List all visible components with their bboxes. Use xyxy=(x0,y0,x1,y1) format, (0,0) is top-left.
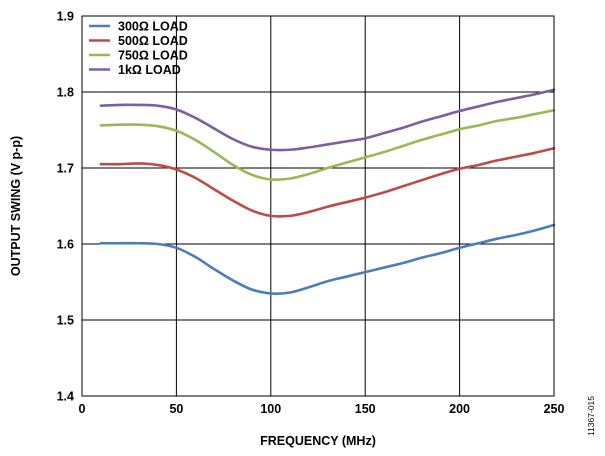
x-tick-labels: 0 50 100 150 200 250 xyxy=(79,402,565,416)
x-tick-label: 100 xyxy=(260,402,281,416)
series-line xyxy=(99,146,556,218)
y-tick-labels: 1.4 1.5 1.6 1.7 1.8 1.9 xyxy=(57,10,74,404)
legend-label: 500Ω LOAD xyxy=(118,34,188,48)
x-tick-label: 150 xyxy=(355,402,376,416)
x-tick-label: 50 xyxy=(169,402,183,416)
y-tick-label: 1.5 xyxy=(57,314,74,328)
series-line xyxy=(99,88,556,152)
plot-frame xyxy=(81,15,555,397)
series-line xyxy=(99,223,556,295)
legend-label: 750Ω LOAD xyxy=(118,49,188,63)
y-tick-label: 1.4 xyxy=(57,390,74,404)
series-line xyxy=(99,108,556,181)
x-tick-label: 250 xyxy=(544,402,565,416)
y-tick-label: 1.6 xyxy=(57,238,74,252)
x-tick-label: 0 xyxy=(79,402,86,416)
x-axis-title: FREQUENCY (MHz) xyxy=(260,434,376,448)
y-tick-label: 1.8 xyxy=(57,86,74,100)
x-tick-label: 200 xyxy=(449,402,470,416)
y-tick-label: 1.9 xyxy=(57,10,74,24)
legend-label: 1kΩ LOAD xyxy=(118,63,181,77)
series-lines xyxy=(99,88,556,295)
legend-label: 300Ω LOAD xyxy=(118,20,188,34)
figure-id: 11367-015 xyxy=(586,396,596,436)
y-axis-title: OUTPUT SWING (V p-p) xyxy=(9,136,23,276)
y-tick-label: 1.7 xyxy=(57,162,74,176)
